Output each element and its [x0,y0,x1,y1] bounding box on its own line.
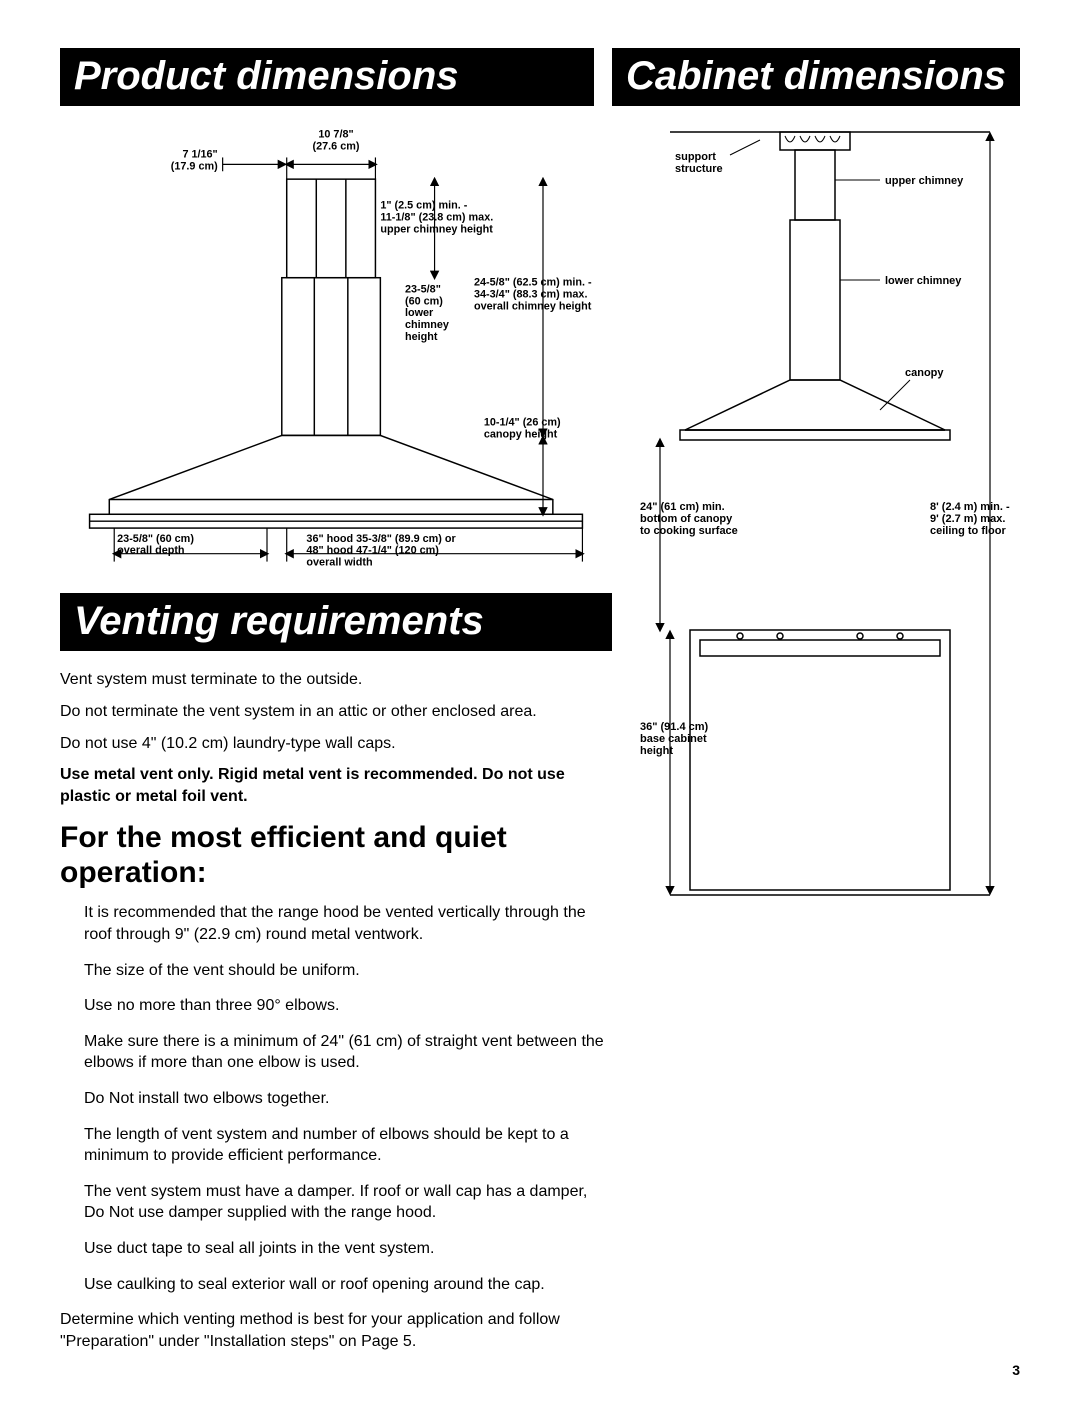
svg-text:10 7/8"(27.6 cm): 10 7/8"(27.6 cm) [313,129,360,153]
venting-p3: Do not use 4" (10.2 cm) laundry-type wal… [60,733,612,755]
cabinet-dimensions-diagram: supportstructure upper chimney lower chi… [630,120,1020,910]
efficient-b4: Make sure there is a minimum of 24" (61 … [84,1031,612,1074]
efficient-b2: The size of the vent should be uniform. [84,960,612,982]
efficient-tail: Determine which venting method is best f… [60,1309,612,1352]
svg-text:8' (2.4 m) min. -9' (2.7 m) ma: 8' (2.4 m) min. -9' (2.7 m) max.ceiling … [930,501,1010,537]
svg-text:24" (61 cm) min.bottom of cano: 24" (61 cm) min.bottom of canopyto cooki… [640,501,738,537]
svg-text:36" (91.4 cm)base cabinetheigh: 36" (91.4 cm)base cabinetheight [640,721,709,757]
efficient-b9: Use caulking to seal exterior wall or ro… [84,1274,612,1296]
svg-text:1" (2.5 cm) min. -11-1/8" (23.: 1" (2.5 cm) min. -11-1/8" (23.8 cm) max.… [380,200,493,236]
svg-text:24-5/8" (62.5 cm) min. -34-3/4: 24-5/8" (62.5 cm) min. -34-3/4" (88.3 cm… [474,277,592,313]
svg-text:supportstructure: supportstructure [675,151,723,175]
page-number: 3 [1012,1362,1020,1378]
heading-product-dimensions: Product dimensions [60,48,594,106]
efficient-b7: The vent system must have a damper. If r… [84,1181,612,1224]
svg-text:lower chimney: lower chimney [885,275,962,287]
efficient-b3: Use no more than three 90° elbows. [84,995,612,1017]
svg-text:23-5/8" (60 cm)overall depth: 23-5/8" (60 cm)overall depth [117,533,194,557]
svg-text:upper chimney: upper chimney [885,175,964,187]
heading-cabinet-dimensions: Cabinet dimensions [612,48,1020,106]
efficient-b1: It is recommended that the range hood be… [84,902,612,945]
product-dimensions-diagram: 10 7/8"(27.6 cm) 7 1/16"(17.9 cm) 1" (2.… [60,120,612,573]
efficient-b5: Do Not install two elbows together. [84,1088,612,1110]
svg-text:23-5/8"(60 cm)lowerchimneyheig: 23-5/8"(60 cm)lowerchimneyheight [405,283,449,342]
venting-p1: Vent system must terminate to the outsid… [60,669,612,691]
efficient-b6: The length of vent system and number of … [84,1124,612,1167]
svg-text:canopy: canopy [905,367,944,379]
heading-venting-requirements: Venting requirements [60,593,612,651]
svg-text:7 1/16"(17.9 cm): 7 1/16"(17.9 cm) [171,148,218,172]
svg-text:36" hood 35-3/8" (89.9 cm) or: 36" hood 35-3/8" (89.9 cm) or48" hood 47… [306,533,456,569]
venting-p2: Do not terminate the vent system in an a… [60,701,612,723]
efficient-b8: Use duct tape to seal all joints in the … [84,1238,612,1260]
svg-text:10-1/4" (26 cm)canopy height: 10-1/4" (26 cm)canopy height [484,417,561,441]
efficient-heading: For the most efficient and quiet operati… [60,821,612,890]
venting-p4: Use metal vent only. Rigid metal vent is… [60,764,612,807]
